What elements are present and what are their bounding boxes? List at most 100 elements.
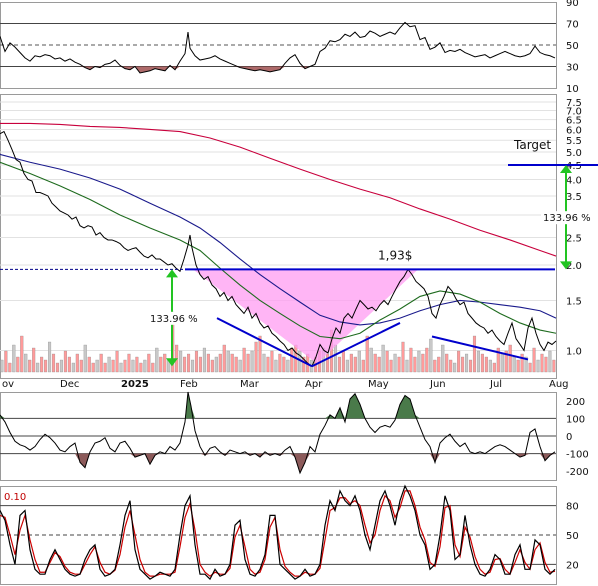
measure-arrow-head [166,269,178,278]
volume-bar [341,350,345,373]
rsi-ytick: 70 [566,20,579,31]
volume-bar [67,356,71,373]
stoch-d-line [0,490,556,577]
volume-bar [453,362,457,373]
volume-bar [409,347,413,373]
volume-bar [373,353,377,373]
volume-bar [51,353,56,373]
measure-label: 133.96 % [150,314,198,325]
cci-ytick: 100 [566,414,585,425]
volume-bar [357,350,361,373]
volume-bar [99,353,103,373]
volume-bar [480,353,484,373]
volume-bar [286,359,290,373]
price-ytick: 4.0 [566,175,582,186]
trend-line [431,335,529,361]
volume-bar [119,362,123,373]
price-line [0,130,557,368]
volume-bar [484,356,488,373]
volume-bar [183,356,187,373]
volume-bar [214,356,218,373]
rsi-ytick: 90 [566,0,579,9]
volume-bar [63,350,67,373]
volume-bar [540,353,544,373]
volume-bar [135,356,139,373]
volume-bar [147,353,151,373]
volume-bar [512,356,516,373]
cci-ytick: -200 [566,467,589,478]
volume-bar [242,347,246,373]
volume-bar [290,347,294,373]
volume-bar [258,335,262,373]
volume-bar [270,350,274,373]
volume-bar [198,356,202,373]
stoch-label: 0.10 [4,492,26,503]
volume-bar [75,353,79,373]
volume-bar [516,359,520,373]
volume-bar [222,344,226,373]
price-ytick: 2.0 [566,261,582,272]
volume-bar [20,335,24,373]
trend-line [311,322,401,368]
volume-bar [107,356,111,373]
stoch-ytick: 20 [566,560,579,571]
measure-label: 133.96 % [543,213,591,224]
volume-bar [115,350,119,373]
volume-bar [139,362,143,373]
volume-bar [369,347,373,373]
volume-bar [302,356,306,373]
volume-bar [151,362,155,373]
rsi-line [0,21,556,74]
ma-20-line [0,161,557,340]
volume-bar [345,359,349,373]
volume-bar [48,341,52,373]
measure-label-bg [148,311,196,325]
volume-bar [457,350,461,373]
volume-bar [4,350,8,373]
volume-bar [326,353,330,373]
volume-bar [87,356,91,373]
volume-bar [476,350,480,373]
volume-bar [91,362,95,373]
volume-bar [528,362,532,373]
volume-bar [465,353,469,373]
x-axis-label: Apr [305,379,323,390]
cci-line [0,391,556,475]
volume-bar [59,359,63,373]
volume-bar [187,353,191,373]
volume-bar [127,353,131,373]
volume-bar [389,359,393,373]
volume-bar [8,362,12,373]
panel-frame-price [0,94,557,379]
volume-bar [159,356,163,373]
volume-bar [103,362,107,373]
stoch-ytick: 80 [566,502,579,513]
volume-bar [488,359,492,373]
volume-bar [393,353,397,373]
volume-bar [262,353,266,373]
breakout-label: 1,93$ [378,248,412,262]
measure-arrow-head [166,358,178,367]
price-ytick: 5.5 [566,136,582,147]
x-axis-label: Feb [180,379,198,390]
volume-bar [12,344,16,373]
volume-bar [532,347,536,373]
price-ytick: 1.0 [566,346,582,357]
volume-bar [349,353,353,373]
panel-frame-stochastic [0,486,557,585]
rsi-ytick: 50 [566,41,579,52]
volume-bar [496,347,500,373]
volume-bar [282,356,286,373]
volume-bar [401,341,405,373]
volume-bar [492,362,496,373]
volume-bar [16,356,20,373]
volume-bar [353,356,357,373]
stoch-k-line [0,484,556,581]
volume-bar [381,344,385,373]
volume-bar [468,359,473,373]
volume-bar [0,359,4,373]
x-axis-label: ov [2,379,14,390]
volume-bar [238,359,242,373]
volume-bar [95,359,99,373]
stoch-ytick: 50 [566,531,579,542]
